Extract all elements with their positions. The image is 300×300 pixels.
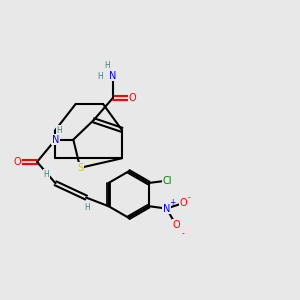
Text: N: N (163, 204, 170, 214)
Text: H: H (44, 170, 50, 179)
Text: O: O (129, 93, 136, 103)
Text: O: O (14, 157, 22, 167)
Text: -: - (188, 193, 190, 202)
Text: O: O (172, 220, 180, 230)
Text: +: + (169, 198, 176, 207)
Text: -: - (181, 229, 184, 238)
Text: H: H (56, 126, 62, 135)
Text: H: H (98, 72, 103, 81)
Text: N: N (109, 71, 116, 81)
Text: N: N (52, 135, 59, 145)
Text: Cl: Cl (162, 176, 172, 186)
Text: O: O (179, 198, 187, 208)
Text: H: H (85, 202, 91, 211)
Text: S: S (77, 163, 83, 173)
Text: H: H (105, 61, 110, 70)
